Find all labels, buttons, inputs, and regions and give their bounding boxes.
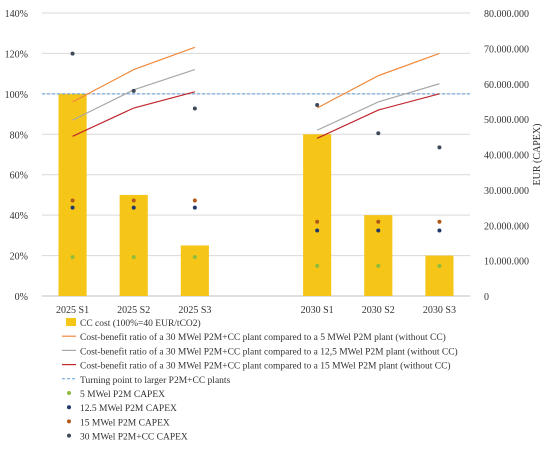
legend-label: 12.5 MWel P2M CAPEX (80, 404, 177, 414)
y-left-tick-label: 60% (10, 171, 28, 182)
x-tick-label: 2025 S2 (117, 305, 150, 316)
capex-point (131, 198, 136, 203)
ratio-line (316, 83, 440, 131)
capex-point (437, 263, 442, 268)
legend-label: Turning point to larger P2M+CC plants (80, 376, 231, 386)
y-right-tick-label: 30.000.000 (484, 186, 529, 197)
legend-label: 5 MWel P2M CAPEX (80, 390, 165, 400)
capex-point (131, 255, 136, 260)
x-tick-label: 2030 S2 (362, 305, 395, 316)
bar (425, 255, 454, 296)
ratio-line (72, 46, 196, 103)
capex-point (192, 205, 197, 210)
capex-point (376, 219, 381, 224)
y-left-tick-label: 140% (5, 9, 28, 20)
y-right-tick-label: 40.000.000 (484, 151, 529, 162)
y-left-tick-label: 100% (5, 90, 28, 101)
capex-point (376, 263, 381, 268)
legend-swatch (66, 318, 76, 326)
capex-point (376, 228, 381, 233)
capex-point (315, 219, 320, 224)
y-right-tick-label: 60.000.000 (484, 80, 529, 91)
capex-point (376, 131, 381, 136)
capex-point (315, 228, 320, 233)
y-right-tick-label: 80.000.000 (484, 9, 529, 20)
legend-label: 15 MWel P2M CAPEX (80, 418, 170, 428)
y-right-tick-label: 20.000.000 (484, 221, 529, 232)
bar (58, 93, 87, 296)
y-right-tick-label: 50.000.000 (484, 115, 529, 126)
capex-point (192, 198, 197, 203)
legend-label: 30 MWel P2M+CC CAPEX (80, 433, 188, 443)
y-left-tick-label: 0% (15, 292, 28, 303)
y-left-tick-label: 120% (5, 49, 28, 60)
capex-point (437, 228, 442, 233)
ratio-line (316, 52, 440, 109)
y-right-tick-label: 10.000.000 (484, 257, 529, 268)
capex-point (192, 255, 197, 260)
y-right-tick-label: 0 (484, 292, 489, 303)
capex-point (315, 102, 320, 107)
legend-swatch (67, 419, 71, 424)
bar (119, 194, 148, 296)
capex-point (315, 263, 320, 268)
legend-swatch (67, 433, 71, 438)
capex-point (437, 219, 442, 224)
x-tick-label: 2025 S1 (56, 305, 89, 316)
y-left-tick-label: 40% (10, 211, 28, 222)
capex-point (70, 51, 75, 56)
capex-point (192, 106, 197, 111)
capex-point (70, 205, 75, 210)
capex-point (131, 88, 136, 93)
legend-swatch (67, 405, 71, 410)
ratio-line (316, 93, 440, 139)
legend-label: Cost-benefit ratio of a 30 MWel P2M+CC p… (80, 346, 458, 357)
bar (364, 215, 393, 296)
y-right-axis-label: EUR (CAPEX) (532, 124, 543, 186)
legend-swatch (67, 391, 71, 395)
bar (303, 134, 332, 296)
legend-label: Cost-benefit ratio of a 30 MWel P2M+CC p… (80, 361, 451, 372)
x-tick-label: 2025 S3 (178, 305, 211, 316)
capex-point (437, 145, 442, 150)
bar (180, 245, 209, 296)
capex-point (70, 198, 75, 203)
y-right-tick-label: 70.000.000 (484, 44, 529, 55)
capex-point (70, 255, 75, 260)
y-left-tick-label: 80% (10, 130, 28, 141)
y-left-tick-label: 20% (10, 252, 28, 263)
capex-point (131, 205, 136, 210)
legend-label: Cost-benefit ratio of a 30 MWel P2M+CC p… (80, 332, 446, 343)
ratio-line (72, 91, 196, 137)
ratio-line (72, 69, 196, 121)
legend-label: CC cost (100%=40 EUR/tCO2) (80, 318, 201, 329)
x-tick-label: 2030 S1 (301, 305, 334, 316)
x-tick-label: 2030 S3 (423, 305, 456, 316)
